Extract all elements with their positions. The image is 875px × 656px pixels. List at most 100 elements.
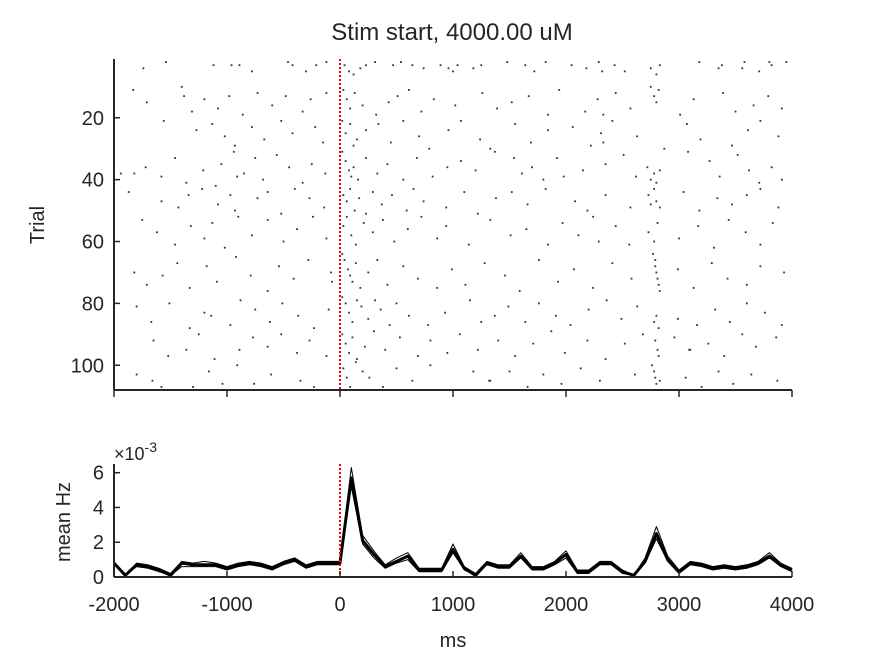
raster-spike-406 xyxy=(296,351,298,354)
raster-spike-422 xyxy=(476,348,479,351)
raster-spike-437 xyxy=(689,348,692,351)
raster-spike-111 xyxy=(349,123,352,125)
raster-spike-85 xyxy=(614,92,617,94)
raster-spike-432 xyxy=(654,339,657,342)
raster-spike-347 xyxy=(135,305,138,308)
raster-spike-230 xyxy=(544,188,547,190)
raster-spike-41 xyxy=(698,61,701,63)
raster-spike-245 xyxy=(759,188,762,190)
raster-spike-158 xyxy=(324,172,327,175)
raster-spike-408 xyxy=(325,355,328,357)
raster-spike-83 xyxy=(596,98,599,101)
raster-spike-268 xyxy=(393,240,396,243)
raster-spike-305 xyxy=(292,277,295,280)
raster-spike-488 xyxy=(750,373,753,376)
raster-spike-318 xyxy=(386,283,389,286)
raster-spike-88 xyxy=(653,95,656,98)
raster-spike-208 xyxy=(280,212,283,215)
raster-spike-96 xyxy=(767,95,770,98)
raster-spike-241 xyxy=(698,209,701,212)
raster-spike-394 xyxy=(745,302,748,305)
raster-spike-99 xyxy=(195,129,198,132)
raster-spike-216 xyxy=(358,197,361,200)
raster-spike-74 xyxy=(432,98,435,101)
raster-spike-9 xyxy=(305,70,307,73)
raster-spike-211 xyxy=(323,206,326,209)
raster-spike-214 xyxy=(349,188,352,190)
raster-spike-130 xyxy=(602,141,605,144)
raster-spike-73 xyxy=(420,110,423,113)
raster-spike-35 xyxy=(601,70,604,73)
raster-spike-288 xyxy=(697,225,700,227)
raster-spike-480 xyxy=(654,376,657,379)
raster-spike-164 xyxy=(357,178,359,181)
raster-spike-448 xyxy=(208,370,210,373)
raster-spike-153 xyxy=(262,178,265,181)
raster-spike-98 xyxy=(162,119,165,122)
raster-spike-412 xyxy=(351,336,354,339)
raster-spike-217 xyxy=(365,212,367,215)
raster-spike-89 xyxy=(655,101,658,104)
raster-spike-274 xyxy=(489,218,492,221)
raster-spike-374 xyxy=(444,311,446,314)
raster-spike-126 xyxy=(547,129,549,132)
raster-spike-435 xyxy=(673,336,676,339)
raster-spike-49 xyxy=(785,61,788,63)
raster-spike-8 xyxy=(291,64,294,67)
raster-spike-121 xyxy=(460,119,462,122)
raster-spike-285 xyxy=(653,240,656,243)
raster-spike-439 xyxy=(723,355,726,357)
raster-spike-235 xyxy=(647,194,650,197)
raster-spike-362 xyxy=(344,302,347,305)
raster-spike-443 xyxy=(135,373,138,376)
raster-spike-423 xyxy=(497,339,500,342)
psth-y-tick-label-0: 0 xyxy=(93,567,104,589)
raster-spike-267 xyxy=(382,218,384,221)
raster-spike-225 xyxy=(463,191,466,193)
raster-spike-420 xyxy=(446,351,449,354)
raster-spike-254 xyxy=(237,215,240,218)
raster-y-tick-label-1: 40 xyxy=(82,170,104,192)
raster-spike-198 xyxy=(127,191,130,193)
raster-spike-377 xyxy=(493,314,496,317)
raster-spike-450 xyxy=(236,364,239,367)
raster-spike-366 xyxy=(360,305,363,308)
raster-spike-61 xyxy=(301,110,304,113)
raster-spike-57 xyxy=(241,113,244,116)
raster-spike-427 xyxy=(563,351,566,354)
raster-spike-354 xyxy=(239,299,242,302)
raster-spike-326 xyxy=(518,290,521,292)
psth-x-tick-label-3: 1000 xyxy=(431,594,476,616)
raster-spike-266 xyxy=(371,231,374,234)
raster-spike-257 xyxy=(282,240,285,243)
raster-spike-395 xyxy=(763,311,766,314)
raster-spike-282 xyxy=(614,225,617,227)
raster-spike-38 xyxy=(649,67,652,70)
raster-spike-458 xyxy=(349,386,352,388)
raster-spike-481 xyxy=(655,382,658,385)
raster-spike-125 xyxy=(530,141,532,144)
raster-spike-10 xyxy=(315,64,318,67)
raster-spike-114 xyxy=(365,129,367,132)
raster-spike-424 xyxy=(514,355,517,357)
raster-spike-202 xyxy=(201,188,204,190)
raster-spike-421 xyxy=(458,333,461,336)
raster-spike-471 xyxy=(526,386,529,388)
raster-spike-159 xyxy=(341,150,344,153)
raster-spike-7 xyxy=(287,61,289,63)
raster-spike-190 xyxy=(687,150,689,153)
raster-spike-166 xyxy=(376,172,379,175)
raster-spike-455 xyxy=(313,386,315,388)
raster-spike-250 xyxy=(189,225,192,227)
raster-spike-447 xyxy=(192,386,194,388)
raster-spike-71 xyxy=(396,95,399,98)
raster-spike-52 xyxy=(183,95,185,98)
raster-spike-60 xyxy=(284,95,287,98)
raster-spike-185 xyxy=(646,166,649,169)
raster-spike-29 xyxy=(524,64,527,67)
raster-spike-452 xyxy=(270,373,272,376)
raster-spike-212 xyxy=(342,194,345,197)
raster-spike-20 xyxy=(411,64,414,67)
raster-spike-77 xyxy=(496,107,498,110)
raster-spike-4 xyxy=(230,64,233,67)
